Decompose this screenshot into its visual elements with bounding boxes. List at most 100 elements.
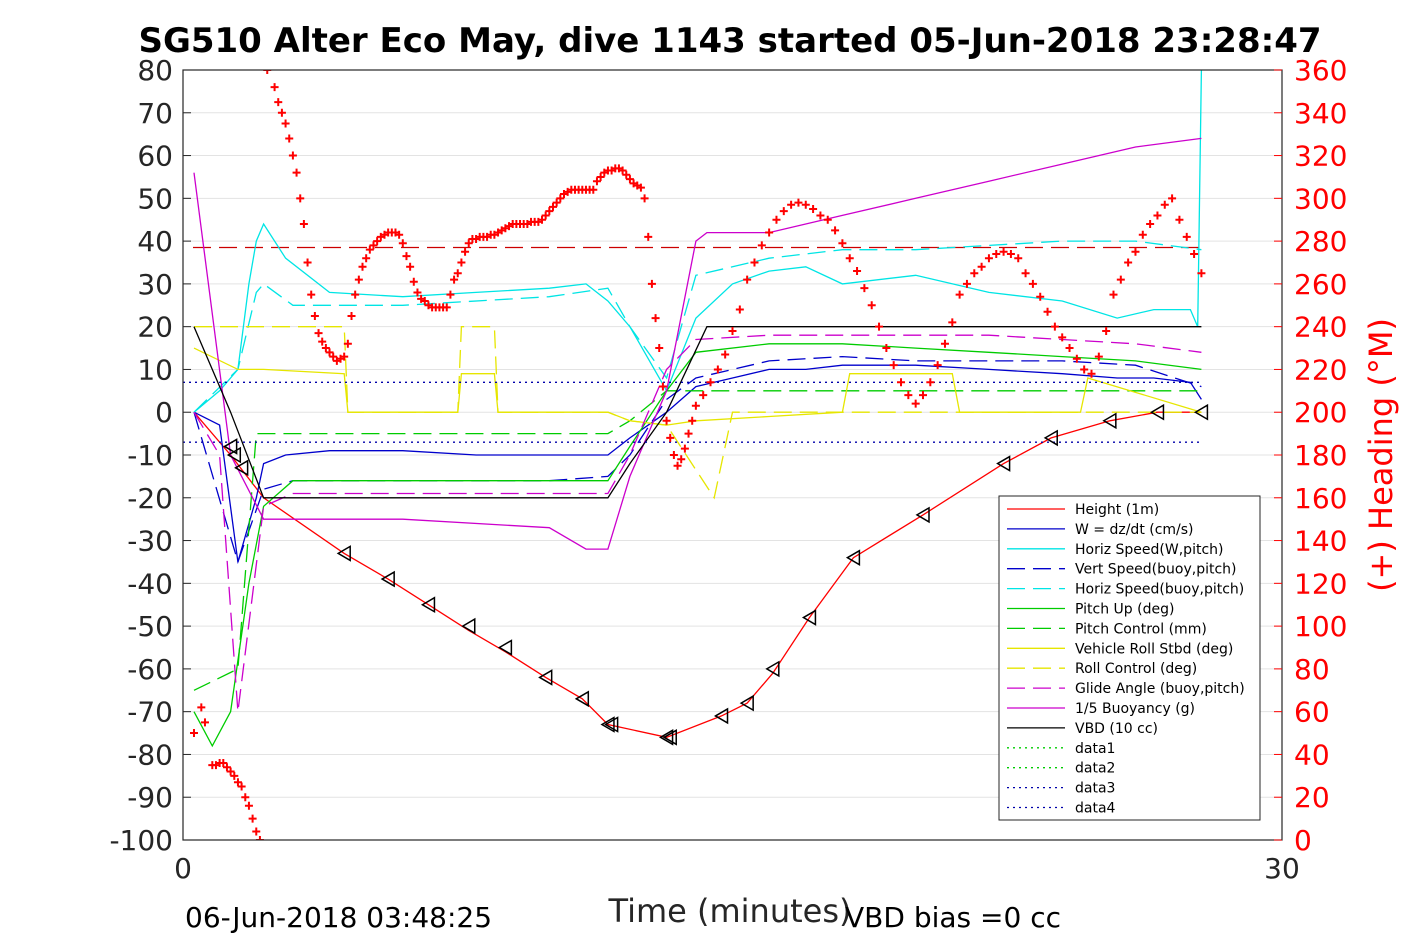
heading-point xyxy=(904,391,913,400)
left-tick-label: -20 xyxy=(127,482,173,515)
heading-point xyxy=(728,326,737,335)
legend-box xyxy=(998,495,1261,821)
right-tick-label: 100 xyxy=(1294,610,1347,643)
heading-point xyxy=(233,778,242,787)
heading-point xyxy=(1028,279,1037,288)
heading-point xyxy=(816,211,825,220)
heading-point xyxy=(911,399,920,408)
heading-point xyxy=(673,461,682,470)
heading-point xyxy=(658,382,667,391)
right-tick-label: 200 xyxy=(1294,396,1347,429)
heading-point xyxy=(263,70,272,74)
heading-point xyxy=(189,729,198,738)
height-marker xyxy=(600,716,615,733)
heading-point xyxy=(1087,369,1096,378)
vbd-bias-footer: VBD bias =0 cc xyxy=(845,901,1061,934)
legend-label: 1/5 Buoyancy (g) xyxy=(1075,701,1195,717)
plot-area: 80706050403020100-10-20-30-40-50-60-70-8… xyxy=(109,54,1347,885)
heading-point xyxy=(860,284,869,293)
height-marker xyxy=(226,446,242,464)
heading-point xyxy=(999,247,1008,256)
series-line xyxy=(193,411,1202,738)
heading-point xyxy=(281,119,290,128)
heading-point xyxy=(779,207,788,216)
height-marker xyxy=(461,617,476,635)
heading-point xyxy=(831,226,840,235)
heading-point xyxy=(197,703,206,712)
left-tick-label: -80 xyxy=(127,738,173,771)
left-tick-label: -30 xyxy=(127,525,173,558)
heading-point xyxy=(1197,269,1206,278)
heading-point xyxy=(918,391,927,400)
heading-point xyxy=(373,237,382,246)
left-tick-label: 40 xyxy=(137,225,173,258)
right-tick-label: 220 xyxy=(1294,353,1347,386)
right-tick-label: 240 xyxy=(1294,311,1347,344)
series-line xyxy=(193,343,1202,748)
right-tick-label: 40 xyxy=(1294,738,1330,771)
heading-point xyxy=(1109,290,1118,299)
heading-point xyxy=(446,290,455,299)
heading-point xyxy=(398,239,407,248)
heading-point xyxy=(310,311,319,320)
heading-point xyxy=(252,827,261,836)
heading-point xyxy=(255,836,264,840)
heading-point xyxy=(552,198,561,207)
heading-point xyxy=(1102,326,1111,335)
heading-point xyxy=(325,348,334,357)
heading-point xyxy=(545,207,554,216)
legend-label: data3 xyxy=(1075,781,1115,797)
heading-point xyxy=(845,254,854,263)
heading-point xyxy=(1124,258,1133,267)
height-marker xyxy=(336,545,351,562)
heading-point xyxy=(1014,254,1023,263)
left-tick-label: -10 xyxy=(127,439,173,472)
height-marker xyxy=(1149,403,1165,421)
heading-point xyxy=(589,185,598,194)
series-line xyxy=(193,334,1202,712)
heading-point xyxy=(948,318,957,327)
heading-point xyxy=(651,314,660,323)
heading-point xyxy=(1036,292,1045,301)
left-tick-label: 60 xyxy=(137,140,173,173)
heading-point xyxy=(1190,249,1199,258)
height-marker xyxy=(714,707,729,725)
heading-point xyxy=(867,301,876,310)
heading-point xyxy=(706,378,715,387)
left-tick-label: 10 xyxy=(137,353,173,386)
heading-point xyxy=(541,211,550,220)
legend-label: Height (1m) xyxy=(1075,502,1159,518)
heading-point xyxy=(640,194,649,203)
heading-point xyxy=(270,83,279,92)
heading-point xyxy=(677,455,686,464)
height-marker xyxy=(538,669,553,686)
series-line xyxy=(193,326,1202,499)
heading-point xyxy=(354,275,363,284)
heading-point xyxy=(875,322,884,331)
left-tick-label: -50 xyxy=(127,610,173,643)
heading-point xyxy=(1094,352,1103,361)
heading-point xyxy=(699,391,708,400)
series-line xyxy=(194,326,1202,500)
heading-point xyxy=(318,337,327,346)
left-tick-label: 0 xyxy=(155,396,173,429)
left-tick-label: -60 xyxy=(127,653,173,686)
heading-point xyxy=(984,254,993,263)
height-marker xyxy=(497,639,513,656)
heading-point xyxy=(461,247,470,256)
right-tick-label: 160 xyxy=(1294,482,1347,515)
left-tick-label: 80 xyxy=(137,54,173,87)
legend-label: Pitch Control (mm) xyxy=(1075,621,1207,637)
legend-label: Horiz Speed(W,pitch) xyxy=(1075,542,1223,558)
legend: Height (1m) W = dz/dt (cm/s) Horiz Speed(W… xyxy=(998,495,1261,821)
heading-point xyxy=(237,782,246,791)
heading-point xyxy=(296,194,305,203)
legend-label: Vehicle Roll Stbd (deg) xyxy=(1075,641,1233,657)
heading-point xyxy=(1175,215,1184,224)
heading-point xyxy=(556,194,565,203)
heading-point xyxy=(329,352,338,361)
height-marker xyxy=(1043,429,1058,447)
heading-point xyxy=(1080,365,1089,374)
heading-point xyxy=(200,718,209,727)
heading-point xyxy=(721,350,730,359)
